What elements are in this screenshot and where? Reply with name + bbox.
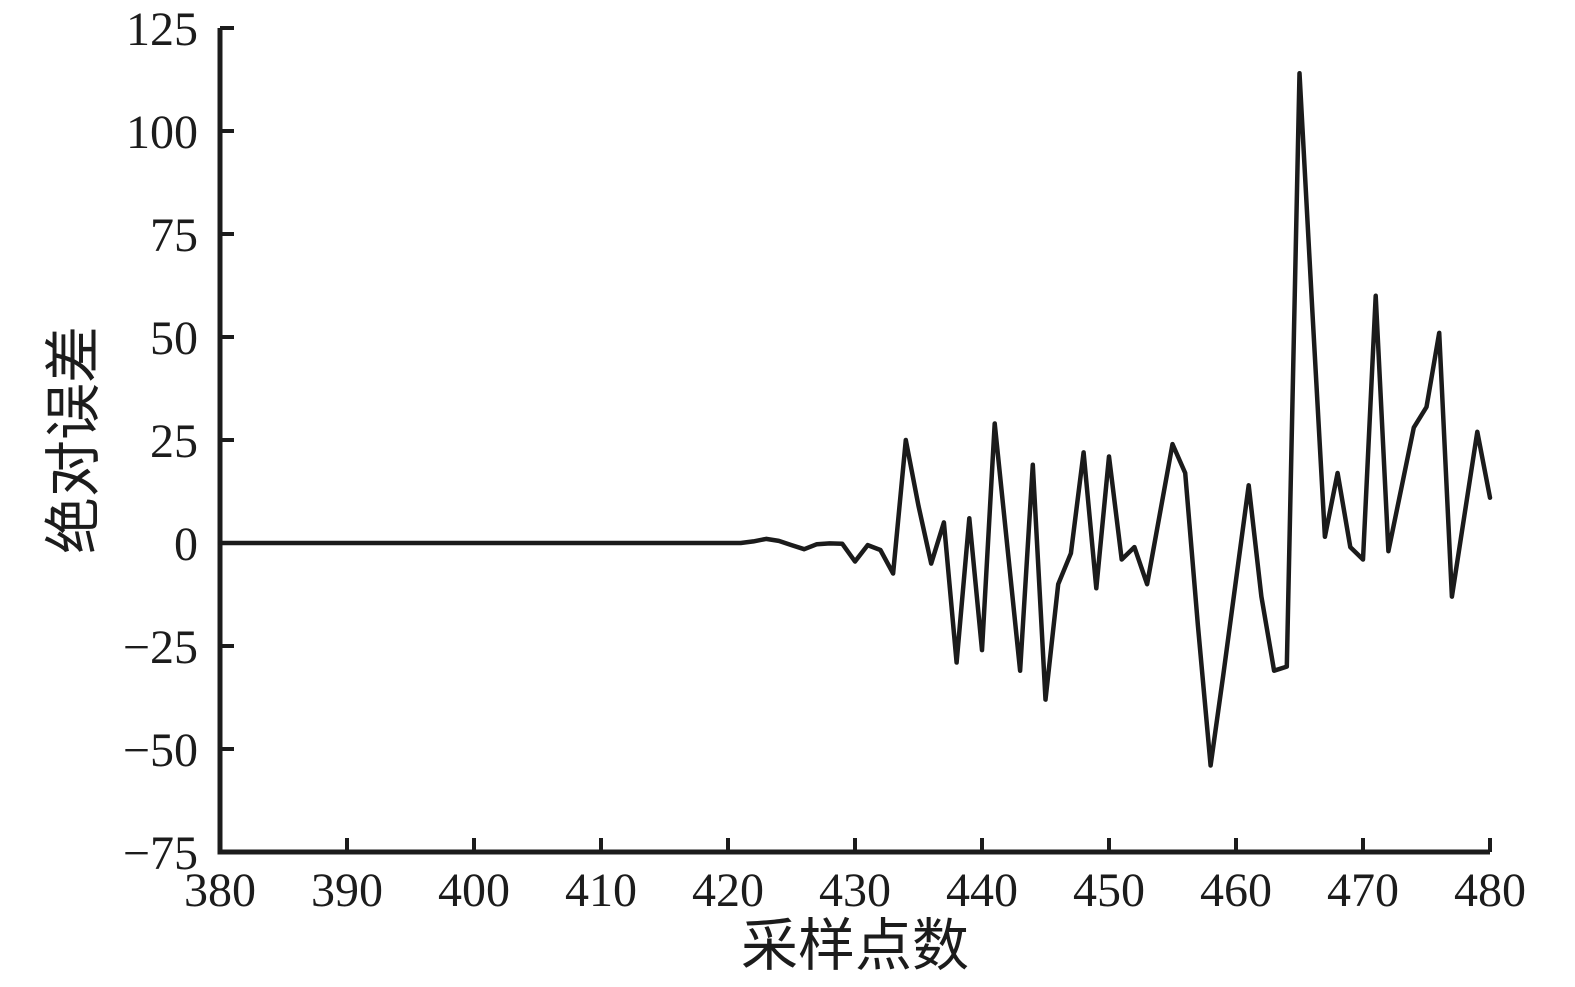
y-tick-label: −75 [123, 827, 198, 880]
x-tick-label: 460 [1200, 864, 1272, 917]
y-axis-title: 绝对误差 [43, 326, 106, 554]
x-tick-label: 380 [184, 864, 256, 917]
tick-labels: 380 390 400 410 420 430 440 450 460 470 480 −75 −50 −… [123, 3, 1526, 917]
x-tick-label: 390 [311, 864, 383, 917]
x-tick-label: 450 [1073, 864, 1145, 917]
y-tick-label: 25 [150, 415, 198, 468]
y-tick-label: −25 [123, 621, 198, 674]
y-tick-label: 100 [126, 106, 198, 159]
x-tick-label: 470 [1327, 864, 1399, 917]
x-tick-label: 430 [819, 864, 891, 917]
x-tick-label: 440 [946, 864, 1018, 917]
x-tick-label: 400 [438, 864, 510, 917]
y-tick-label: 75 [150, 209, 198, 262]
y-tick-label: −50 [123, 724, 198, 777]
x-axis-title: 采样点数 [741, 915, 969, 978]
x-tick-label: 480 [1454, 864, 1526, 917]
x-tick-label: 410 [565, 864, 637, 917]
y-tick-label: 125 [126, 3, 198, 56]
tick-marks [218, 26, 1492, 854]
y-tick-label: 50 [150, 312, 198, 365]
y-tick-label: 0 [174, 518, 198, 571]
x-tick-label: 420 [692, 864, 764, 917]
error-series-line [217, 71, 1493, 768]
